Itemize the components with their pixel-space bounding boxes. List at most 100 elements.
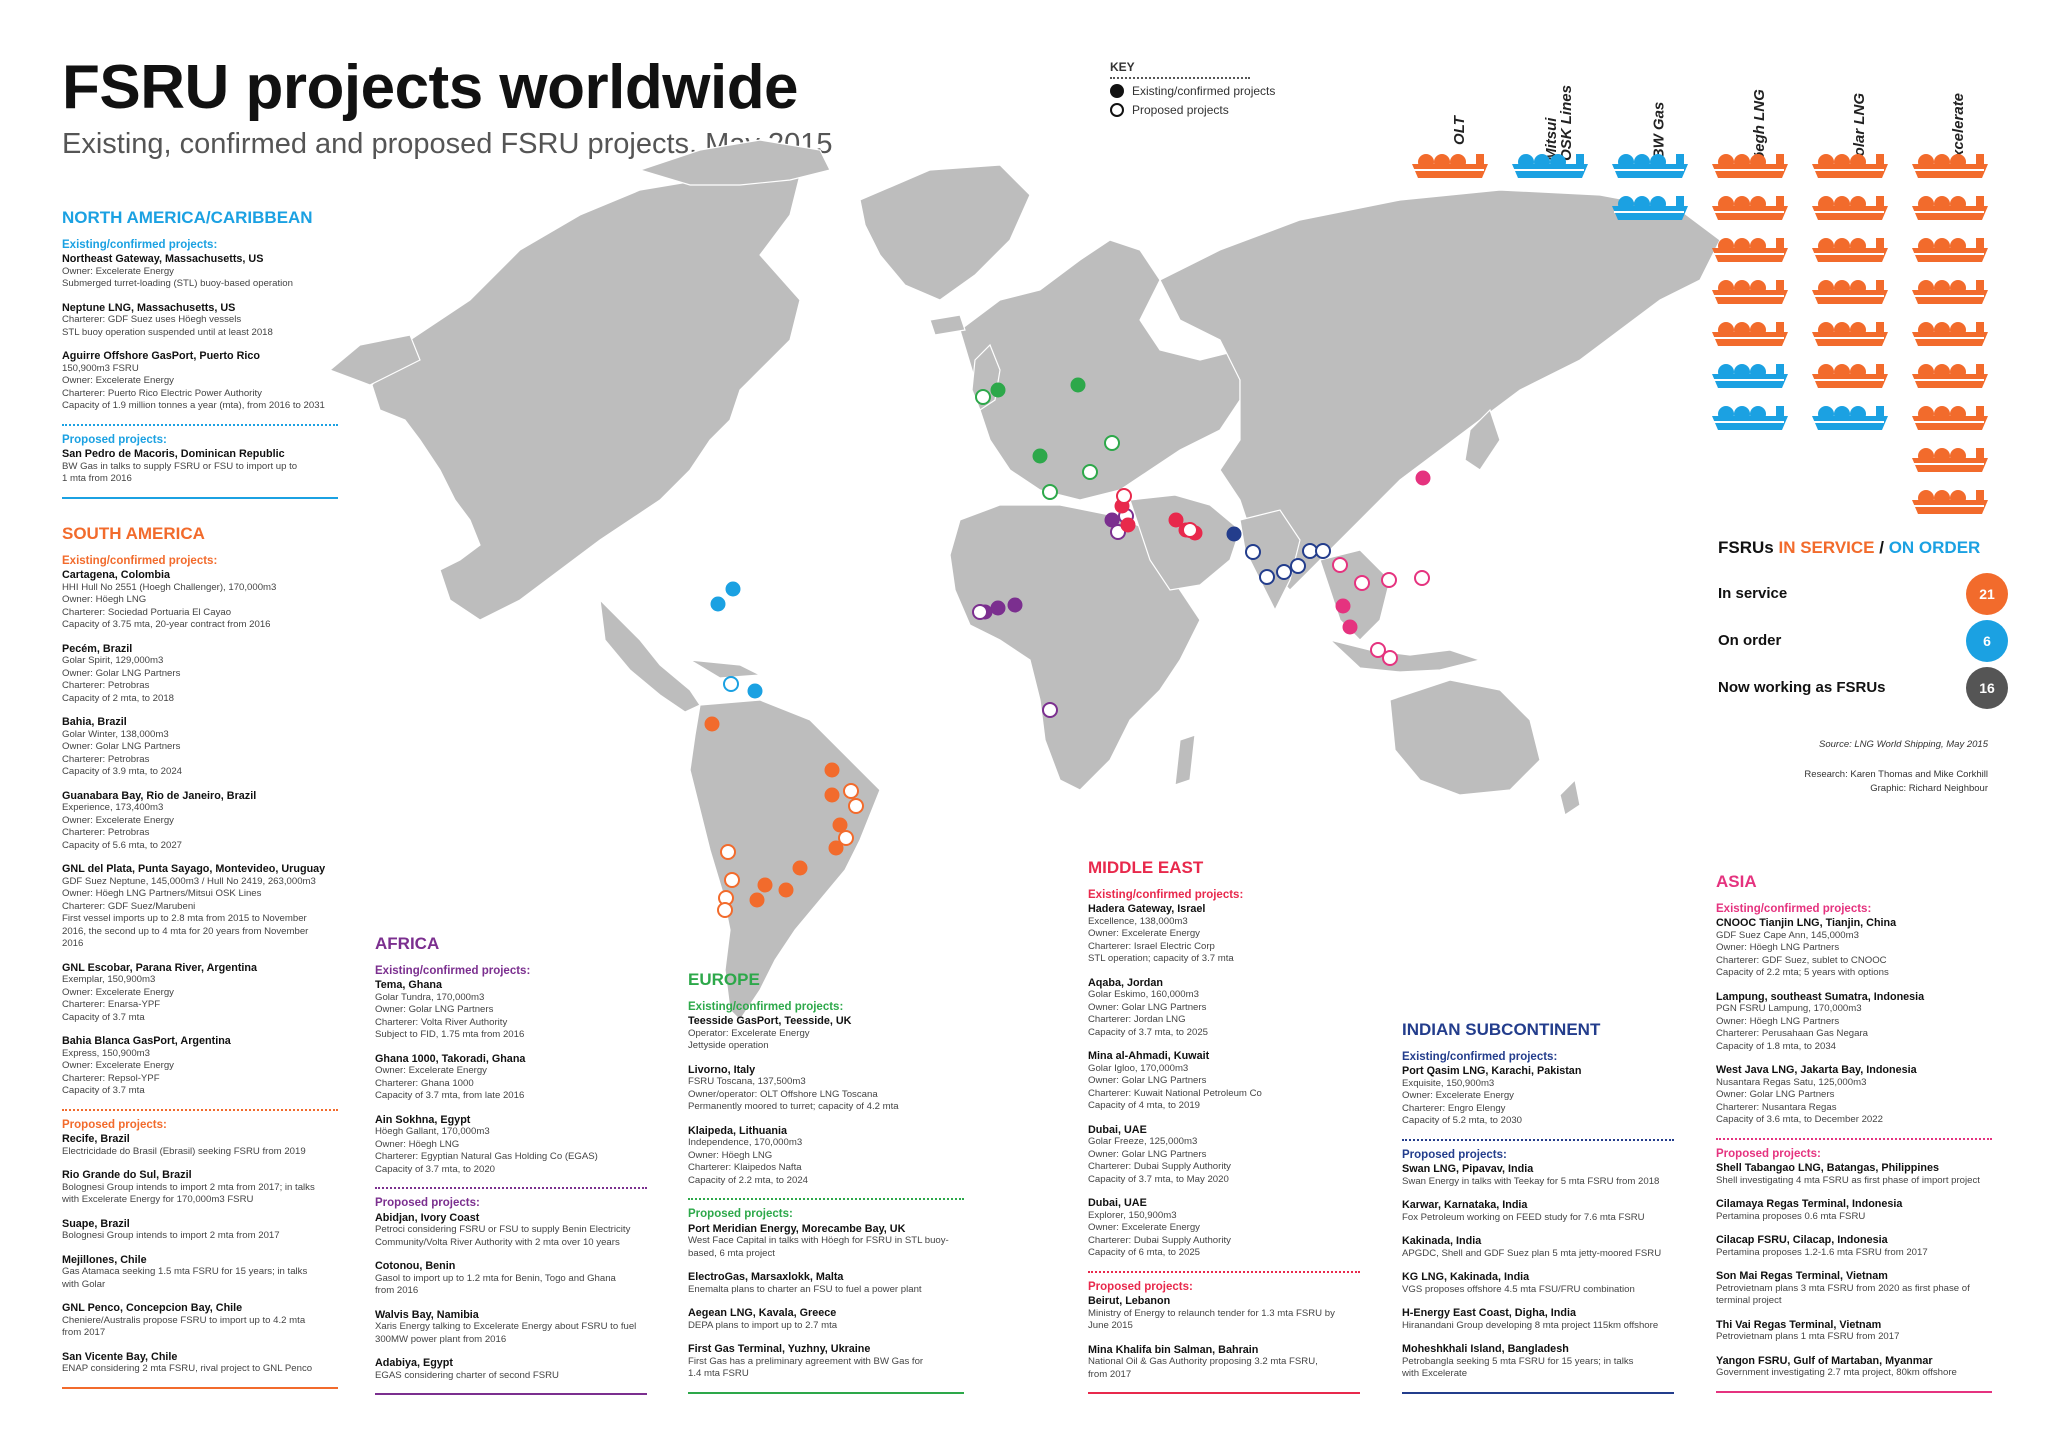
project-detail: Charterer: GDF Suez/Marubeni — [62, 900, 196, 912]
project-detail: Express, 150,900m3 — [62, 1047, 150, 1059]
project-detail: BW Gas in talks to supply FSRU or FSU to… — [62, 460, 298, 472]
proposed-project-marker — [1042, 484, 1058, 500]
land-indonesia — [1327, 638, 1483, 673]
project-entry: Cilamaya Regas Terminal, Indonesia Pertam… — [1716, 1198, 1992, 1223]
project-name: Pecém, Brazil — [62, 642, 133, 655]
fleet-title-on-order: ON ORDER — [1888, 538, 1981, 557]
operator-name: Mitsui OSK Lines — [1524, 50, 1594, 161]
project-name: Kakinada, India — [1402, 1235, 1482, 1247]
project-detail: 1.4 mta FSRU — [688, 1368, 749, 1379]
project-detail: VGS proposes offshore 4.5 mta FSU/FRU co… — [1402, 1283, 1635, 1295]
proposed-heading: Proposed projects: — [688, 1208, 793, 1220]
region-separator — [62, 423, 338, 426]
region-title: SOUTH AMERICA — [62, 524, 205, 543]
project-detail: Charterer: Klaipedos Nafta — [688, 1162, 802, 1173]
lng-ship-icon — [1712, 364, 1788, 388]
proposed-project-marker — [1332, 557, 1348, 573]
project-detail: West Face Capital in talks with Höegh fo… — [688, 1235, 949, 1246]
project-entry: Guanabara Bay, Rio de Janeiro, Brazil Exp… — [62, 790, 338, 853]
land-arabia — [1129, 494, 1241, 591]
project-name: Moheshkhali Island, Bangladesh — [1402, 1343, 1569, 1355]
project-name: Aguirre Offshore GasPort, Puerto Rico — [62, 350, 260, 362]
region-title: INDIAN SUBCONTINENT — [1402, 1020, 1601, 1039]
project-detail: Golar Freeze, 125,000m3 — [1088, 1136, 1198, 1147]
project-detail: Capacity of 5.2 mta, to 2030 — [1402, 1115, 1522, 1126]
existing-project-marker — [1070, 377, 1086, 393]
proposed-project-marker — [1182, 522, 1198, 538]
project-entry: Rio Grande do Sul, Brazil Bolognesi Group… — [62, 1169, 338, 1207]
project-detail: Golar Spirit, 129,000m3 — [62, 655, 164, 666]
region-separator — [688, 1198, 964, 1200]
project-detail: Charterer: Petrobras — [62, 827, 150, 838]
project-detail: Owner: Golar LNG Partners — [1716, 1089, 1835, 1100]
project-detail: HHI Hull No 2551 (Hoegh Challenger), 170… — [62, 581, 277, 593]
project-detail: Owner: Excelerate Energy — [62, 814, 174, 826]
land-iceland — [929, 314, 966, 336]
key-heading: KEY — [1110, 60, 1250, 79]
project-detail: Capacity of 1.9 million tonnes a year (m… — [62, 400, 325, 411]
lng-ship-icon — [1712, 154, 1788, 178]
existing-project-marker — [757, 877, 773, 893]
project-name: Mina al-Ahmadi, Kuwait — [1088, 1050, 1210, 1062]
project-detail: Submerged turret-loading (STL) buoy-base… — [62, 278, 293, 289]
project-detail: GDF Suez Cape Ann, 145,000m3 — [1716, 929, 1859, 941]
project-entry: H-Energy East Coast, Digha, India Hiranan… — [1402, 1307, 1674, 1332]
project-detail: Owner: Golar LNG Partners — [375, 1004, 494, 1015]
project-detail: Permanently moored to turret; capacity o… — [688, 1101, 899, 1112]
project-name: Port Meridian Energy, Morecambe Bay, UK — [688, 1222, 906, 1235]
existing-project-marker — [832, 817, 848, 833]
operator-name: Golar LNG — [1824, 50, 1894, 168]
project-detail: Charterer: Sociedad Portuaria El Cayao — [62, 606, 232, 618]
region-rule — [688, 1391, 964, 1394]
proposed-project-marker — [724, 872, 740, 888]
project-detail: FSRU Toscana, 137,500m3 — [688, 1076, 806, 1087]
project-detail: Owner: Höegh LNG — [688, 1149, 773, 1161]
project-name: Yangon FSRU, Gulf of Martaban, Myanmar — [1716, 1354, 1933, 1367]
project-entry: GNL Penco, Concepcion Bay, Chile Cheniere… — [62, 1302, 338, 1340]
operator-fleet-chart: OLT Mitsui OSK Lines BW Gas Höegh LNG Golar … — [1410, 50, 2000, 530]
project-entry: Abidjan, Ivory Coast Petroci considering … — [375, 1212, 647, 1250]
project-entry: Kakinada, India APGDC, Shell and GDF Suez… — [1402, 1235, 1674, 1260]
project-entry: Port Meridian Energy, Morecambe Bay, UK W… — [688, 1223, 964, 1261]
project-entry: Adabiya, Egypt EGAS considering charter o… — [375, 1357, 647, 1382]
existing-project-marker — [747, 683, 763, 699]
project-entry: Suape, Brazil Bolognesi Group intends to … — [62, 1218, 338, 1243]
project-entry: First Gas Terminal, Yuzhny, Ukraine First… — [688, 1343, 964, 1381]
project-name: Ain Sokhna, Egypt — [375, 1113, 471, 1126]
project-detail: Capacity of 3.7 mta — [62, 1085, 145, 1096]
region-separator — [1716, 1137, 1992, 1140]
project-name: Rio Grande do Sul, Brazil — [62, 1169, 192, 1181]
existing-project-marker — [725, 581, 741, 597]
lng-ship-icon — [1812, 322, 1888, 346]
project-detail: Charterer: GDF Suez uses Höegh vessels — [62, 314, 242, 325]
land-japan — [1464, 408, 1501, 471]
project-detail: Charterer: Volta River Authority — [375, 1016, 508, 1028]
project-name: Dubai, UAE — [1088, 1123, 1147, 1136]
project-detail: Owner: Höegh LNG — [375, 1138, 460, 1150]
project-entry: West Java LNG, Jakarta Bay, Indonesia Nus… — [1716, 1064, 1992, 1127]
project-entry: San Vicente Bay, Chile ENAP considering 2… — [62, 1351, 338, 1376]
source-note: Source: LNG World Shipping, May 2015 — [1819, 739, 1988, 750]
project-entry: ElectroGas, Marsaxlokk, Malta Enemalta pl… — [688, 1271, 964, 1296]
region-rule — [62, 1386, 338, 1389]
project-detail: Charterer: Egyptian Natural Gas Holding … — [375, 1151, 598, 1162]
project-entry: Aqaba, Jordan Golar Eskimo, 160,000m3 Owne… — [1088, 977, 1360, 1040]
land-central-america — [599, 598, 701, 713]
region-title: ASIA — [1716, 872, 1757, 891]
project-detail: with Golar — [62, 1278, 106, 1290]
project-detail: National Oil & Gas Authority proposing 3… — [1088, 1356, 1318, 1367]
project-name: GNL del Plata, Punta Sayago, Montevideo,… — [62, 863, 326, 875]
project-detail: Petrobangla seeking 5 mta FSRU for 15 ye… — [1402, 1355, 1634, 1367]
key-proposed: Proposed projects — [1110, 103, 1275, 117]
region-europe: EUROPE Existing/confirmed projects: Teessi… — [688, 971, 964, 1394]
existing-project-marker — [1226, 526, 1242, 542]
lng-ship-icon — [1912, 196, 1988, 220]
project-name: West Java LNG, Jakarta Bay, Indonesia — [1716, 1064, 1917, 1076]
lng-ship-icon — [1712, 196, 1788, 220]
project-detail: from 2016 — [375, 1285, 419, 1296]
lng-ship-icon — [1912, 322, 1988, 346]
project-entry: Neptune LNG, Massachusetts, US Charterer:… — [62, 302, 338, 340]
project-detail: Golar Tundra, 170,000m3 — [375, 991, 485, 1003]
project-name: Guanabara Bay, Rio de Janeiro, Brazil — [62, 789, 257, 802]
land-australia — [1389, 679, 1541, 796]
